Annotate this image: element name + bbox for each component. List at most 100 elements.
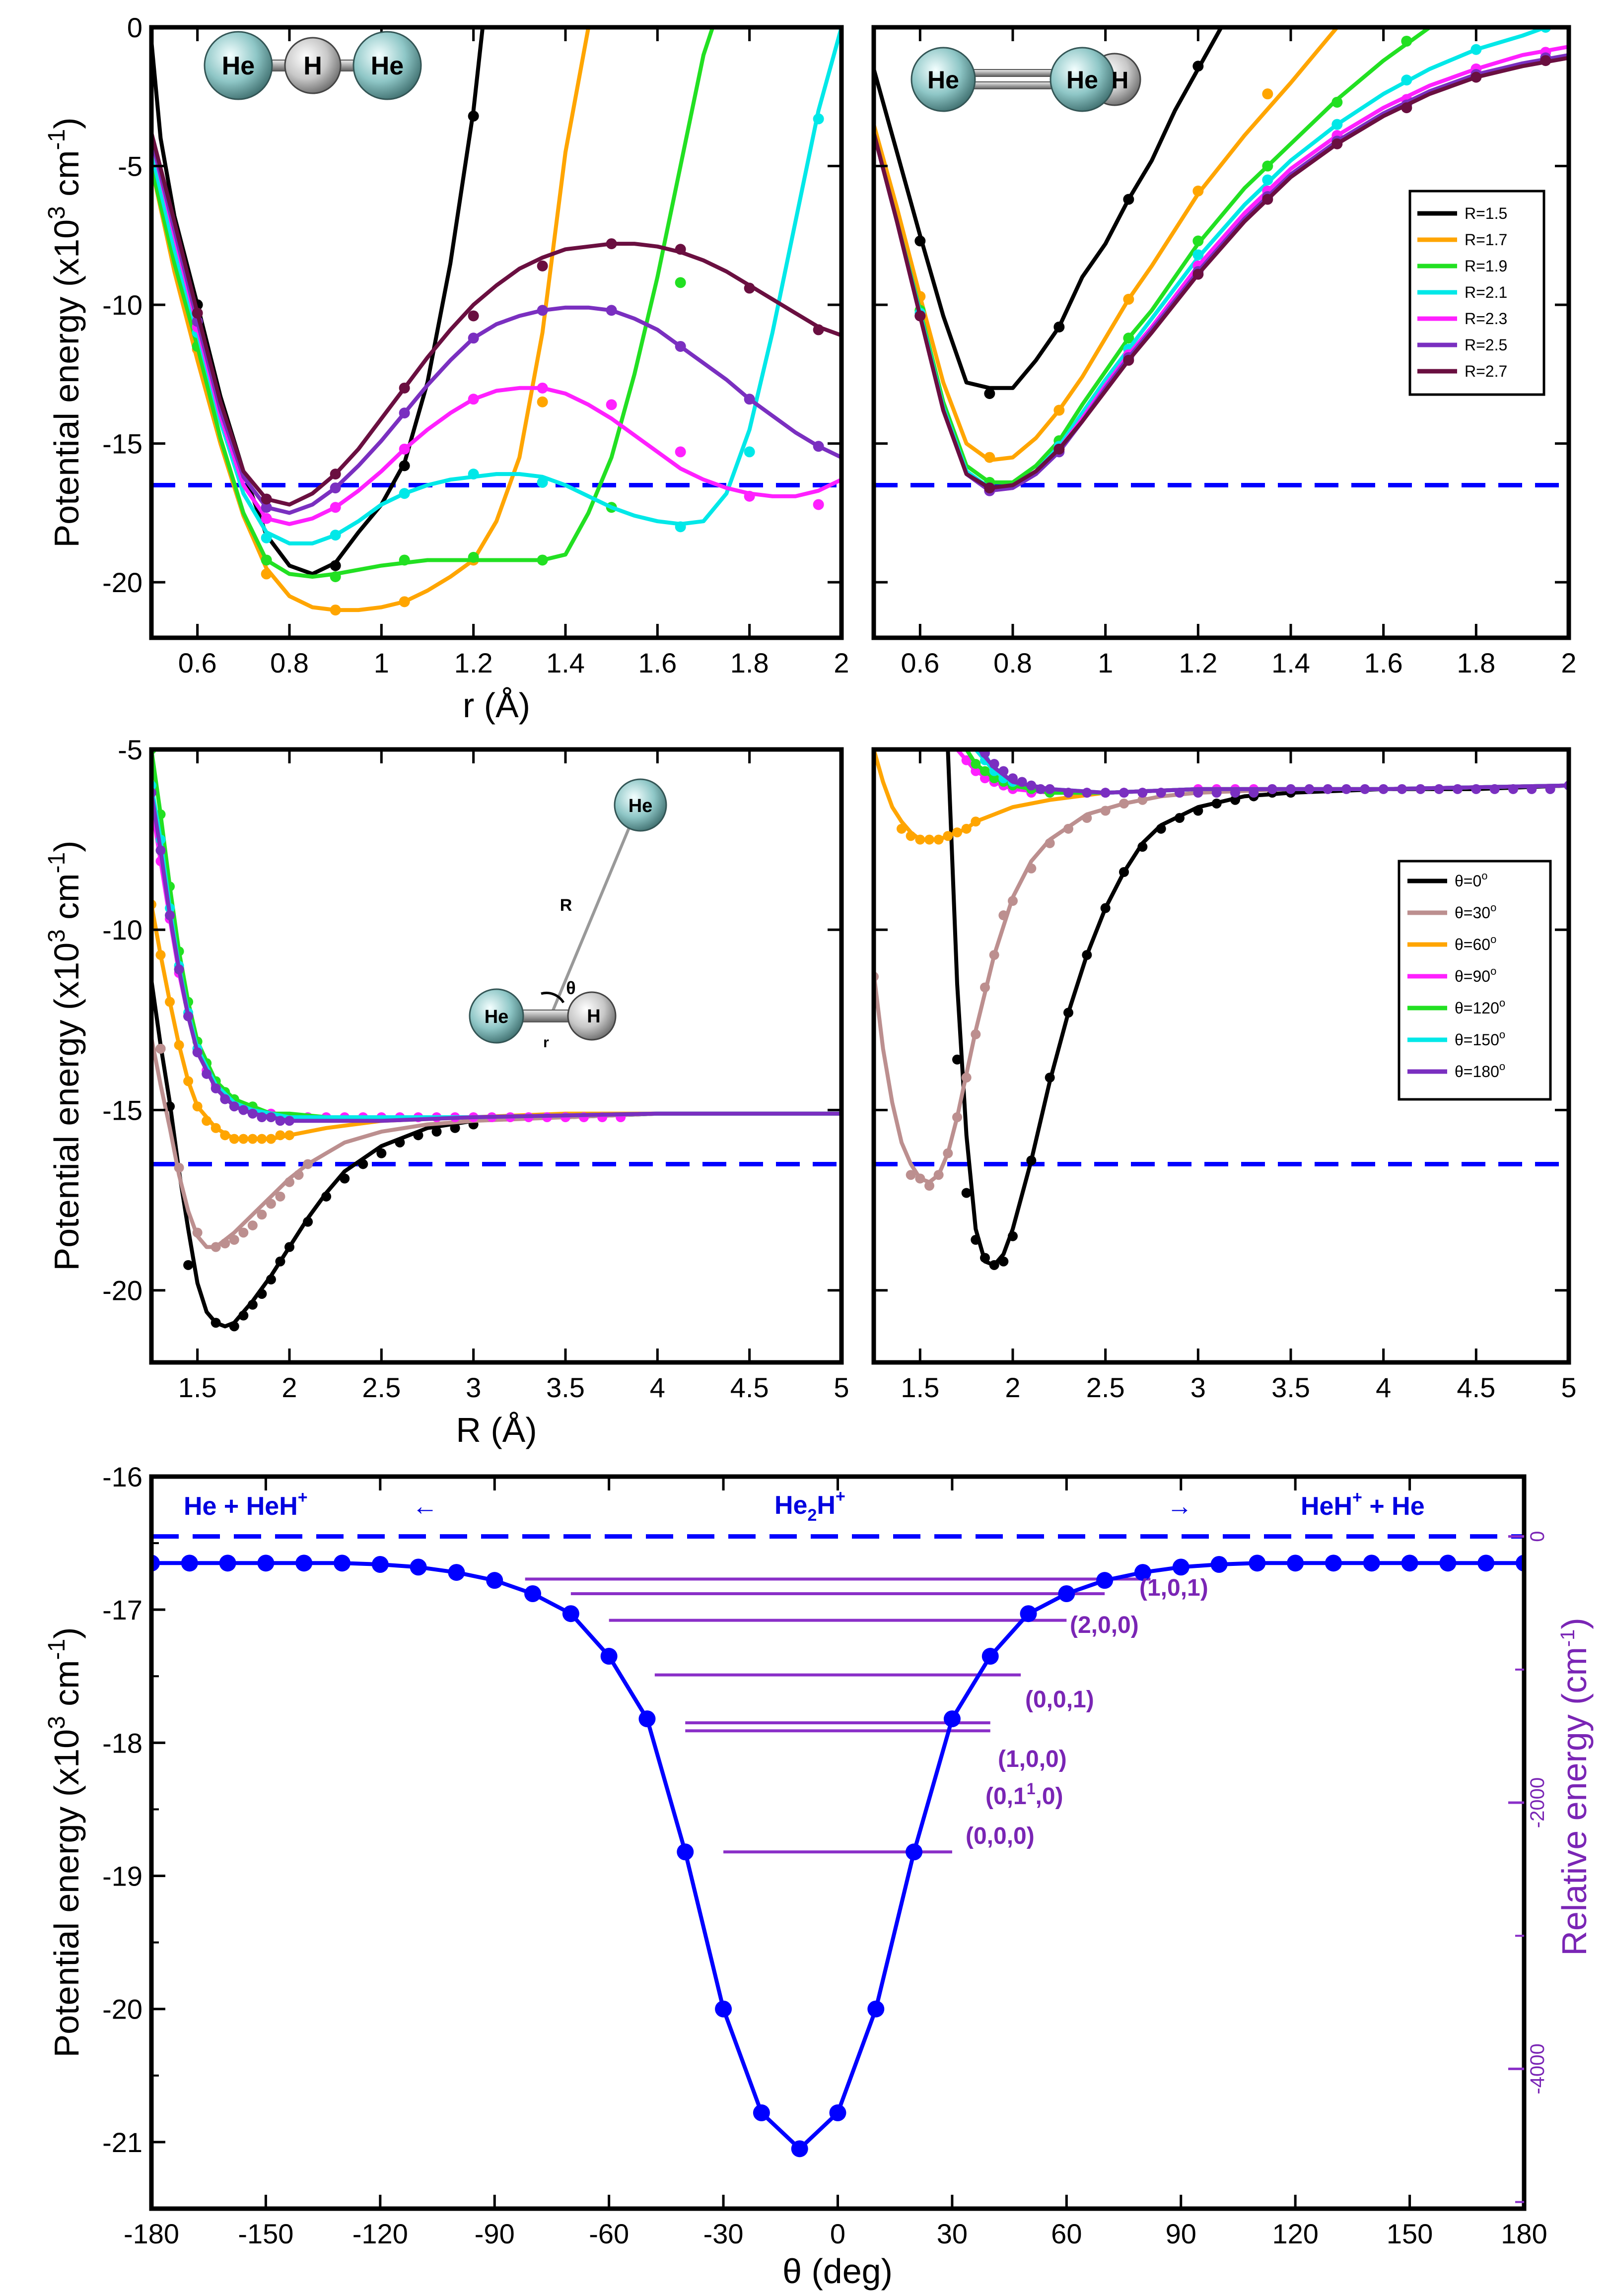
data-point	[906, 1170, 916, 1180]
series-line-120	[151, 749, 841, 1119]
data-point	[1210, 1556, 1228, 1573]
y-tick-label: -20	[102, 1275, 142, 1306]
angle-arc	[541, 992, 565, 1004]
data-point	[1026, 780, 1037, 791]
he-atom	[1049, 47, 1115, 112]
y-tick-label: -18	[102, 1727, 142, 1758]
data-point	[275, 1116, 285, 1126]
data-point	[266, 1134, 276, 1144]
data-point	[303, 1159, 313, 1169]
h-atom	[284, 37, 342, 94]
legend-label: θ=30o	[1455, 901, 1496, 922]
series-r-1-7	[151, 27, 591, 616]
he-atom	[614, 778, 667, 832]
data-point	[791, 2140, 808, 2158]
x-axis-label: r (Å)	[463, 686, 530, 725]
data-point	[399, 596, 410, 608]
legend-label: R=1.5	[1465, 204, 1507, 222]
data-point	[1082, 950, 1092, 960]
x-tick-label: 4.5	[730, 1372, 769, 1403]
data-point	[562, 1605, 579, 1622]
data-point	[971, 759, 981, 769]
data-point	[468, 310, 479, 322]
axes-frame	[149, 1474, 1527, 2211]
data-point	[1008, 773, 1018, 784]
x-tick-label: 2	[1561, 647, 1576, 678]
series-30	[151, 1036, 841, 1252]
x-axis-label: θ (deg)	[782, 2252, 893, 2291]
data-point	[468, 110, 479, 122]
data-point	[399, 488, 410, 499]
y-tick-label: -15	[102, 428, 142, 460]
data-point	[1267, 784, 1277, 794]
x-tick-label: -60	[589, 2218, 629, 2249]
data-point	[1123, 194, 1134, 205]
data-point	[358, 1159, 368, 1169]
data-point	[431, 1127, 442, 1137]
axes-frame	[871, 747, 1571, 1365]
data-point	[1100, 903, 1111, 913]
data-point	[229, 1101, 239, 1112]
y-tick-label: -16	[102, 1461, 142, 1492]
data-point	[998, 1256, 1009, 1267]
data-point	[1192, 235, 1204, 247]
data-point	[1211, 788, 1222, 798]
data-point	[293, 1170, 304, 1180]
data-point	[943, 1710, 961, 1728]
x-tick-label: 0.6	[901, 647, 939, 678]
data-point	[971, 1029, 981, 1039]
data-point	[247, 1108, 258, 1119]
data-point	[155, 845, 166, 856]
data-point	[1053, 405, 1065, 416]
y-axis-label: Potential energy (x103 cm-1)	[44, 841, 86, 1271]
y-tick-label: -10	[102, 914, 142, 945]
data-point	[266, 1274, 276, 1284]
level-label: (0,0,0)	[966, 1823, 1035, 1849]
legend-label: R=2.3	[1465, 310, 1507, 328]
annotation-center: He2H+	[774, 1487, 845, 1525]
data-point	[537, 305, 548, 316]
data-point	[399, 407, 410, 419]
data-point	[1287, 1554, 1304, 1572]
data-point	[1453, 784, 1463, 794]
data-point	[1137, 795, 1148, 805]
data-point	[1175, 813, 1185, 823]
data-point	[1137, 788, 1148, 798]
data-point	[1100, 806, 1111, 816]
data-point	[984, 388, 995, 399]
series-line-r-1-5	[874, 27, 1223, 390]
data-point	[155, 1043, 166, 1054]
data-point	[677, 1843, 694, 1861]
x-tick-label: 3.5	[546, 1372, 585, 1403]
x-tick-label: 1.4	[546, 647, 585, 678]
data-point	[606, 399, 617, 410]
axes-frame	[149, 747, 844, 1365]
plot-area-middle-left	[151, 749, 841, 1332]
data-point	[284, 1177, 294, 1187]
y-tick-label: -17	[102, 1594, 142, 1625]
data-point	[229, 1134, 239, 1144]
data-point	[1540, 55, 1551, 67]
data-point	[284, 1116, 294, 1126]
data-point	[275, 1191, 285, 1202]
data-point	[210, 1242, 221, 1252]
atom-label: He	[485, 1007, 509, 1027]
data-point	[1045, 1073, 1055, 1083]
data-point	[1192, 249, 1204, 261]
x-tick-label: 3	[1190, 1372, 1206, 1403]
legend-r-values: R=1.5 R=1.7 R=1.9 R=2.1 R=2.3 R=2.5 R=2.7	[1408, 190, 1545, 396]
data-point	[220, 1094, 230, 1104]
data-point	[247, 1299, 258, 1310]
series-mep	[151, 1554, 1524, 2158]
data-point	[980, 982, 990, 993]
legend-label: R=1.9	[1465, 257, 1507, 275]
data-point	[183, 1260, 194, 1270]
data-point	[933, 834, 944, 845]
series-30	[874, 783, 1569, 1191]
data-point	[1262, 174, 1273, 186]
series-120	[151, 749, 841, 1119]
data-point	[1193, 806, 1203, 816]
data-point	[1230, 795, 1240, 805]
data-point	[321, 1191, 332, 1202]
panel-top-right: 0.6 0.8 1 1.2 1.4 1.6 1.8 2 He He H R=1.5R=1.7R…	[871, 25, 1577, 678]
